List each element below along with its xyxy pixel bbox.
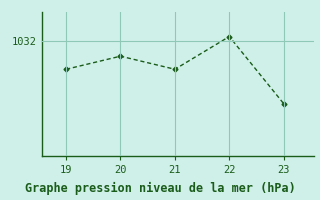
Text: Graphe pression niveau de la mer (hPa): Graphe pression niveau de la mer (hPa) [25,181,295,195]
